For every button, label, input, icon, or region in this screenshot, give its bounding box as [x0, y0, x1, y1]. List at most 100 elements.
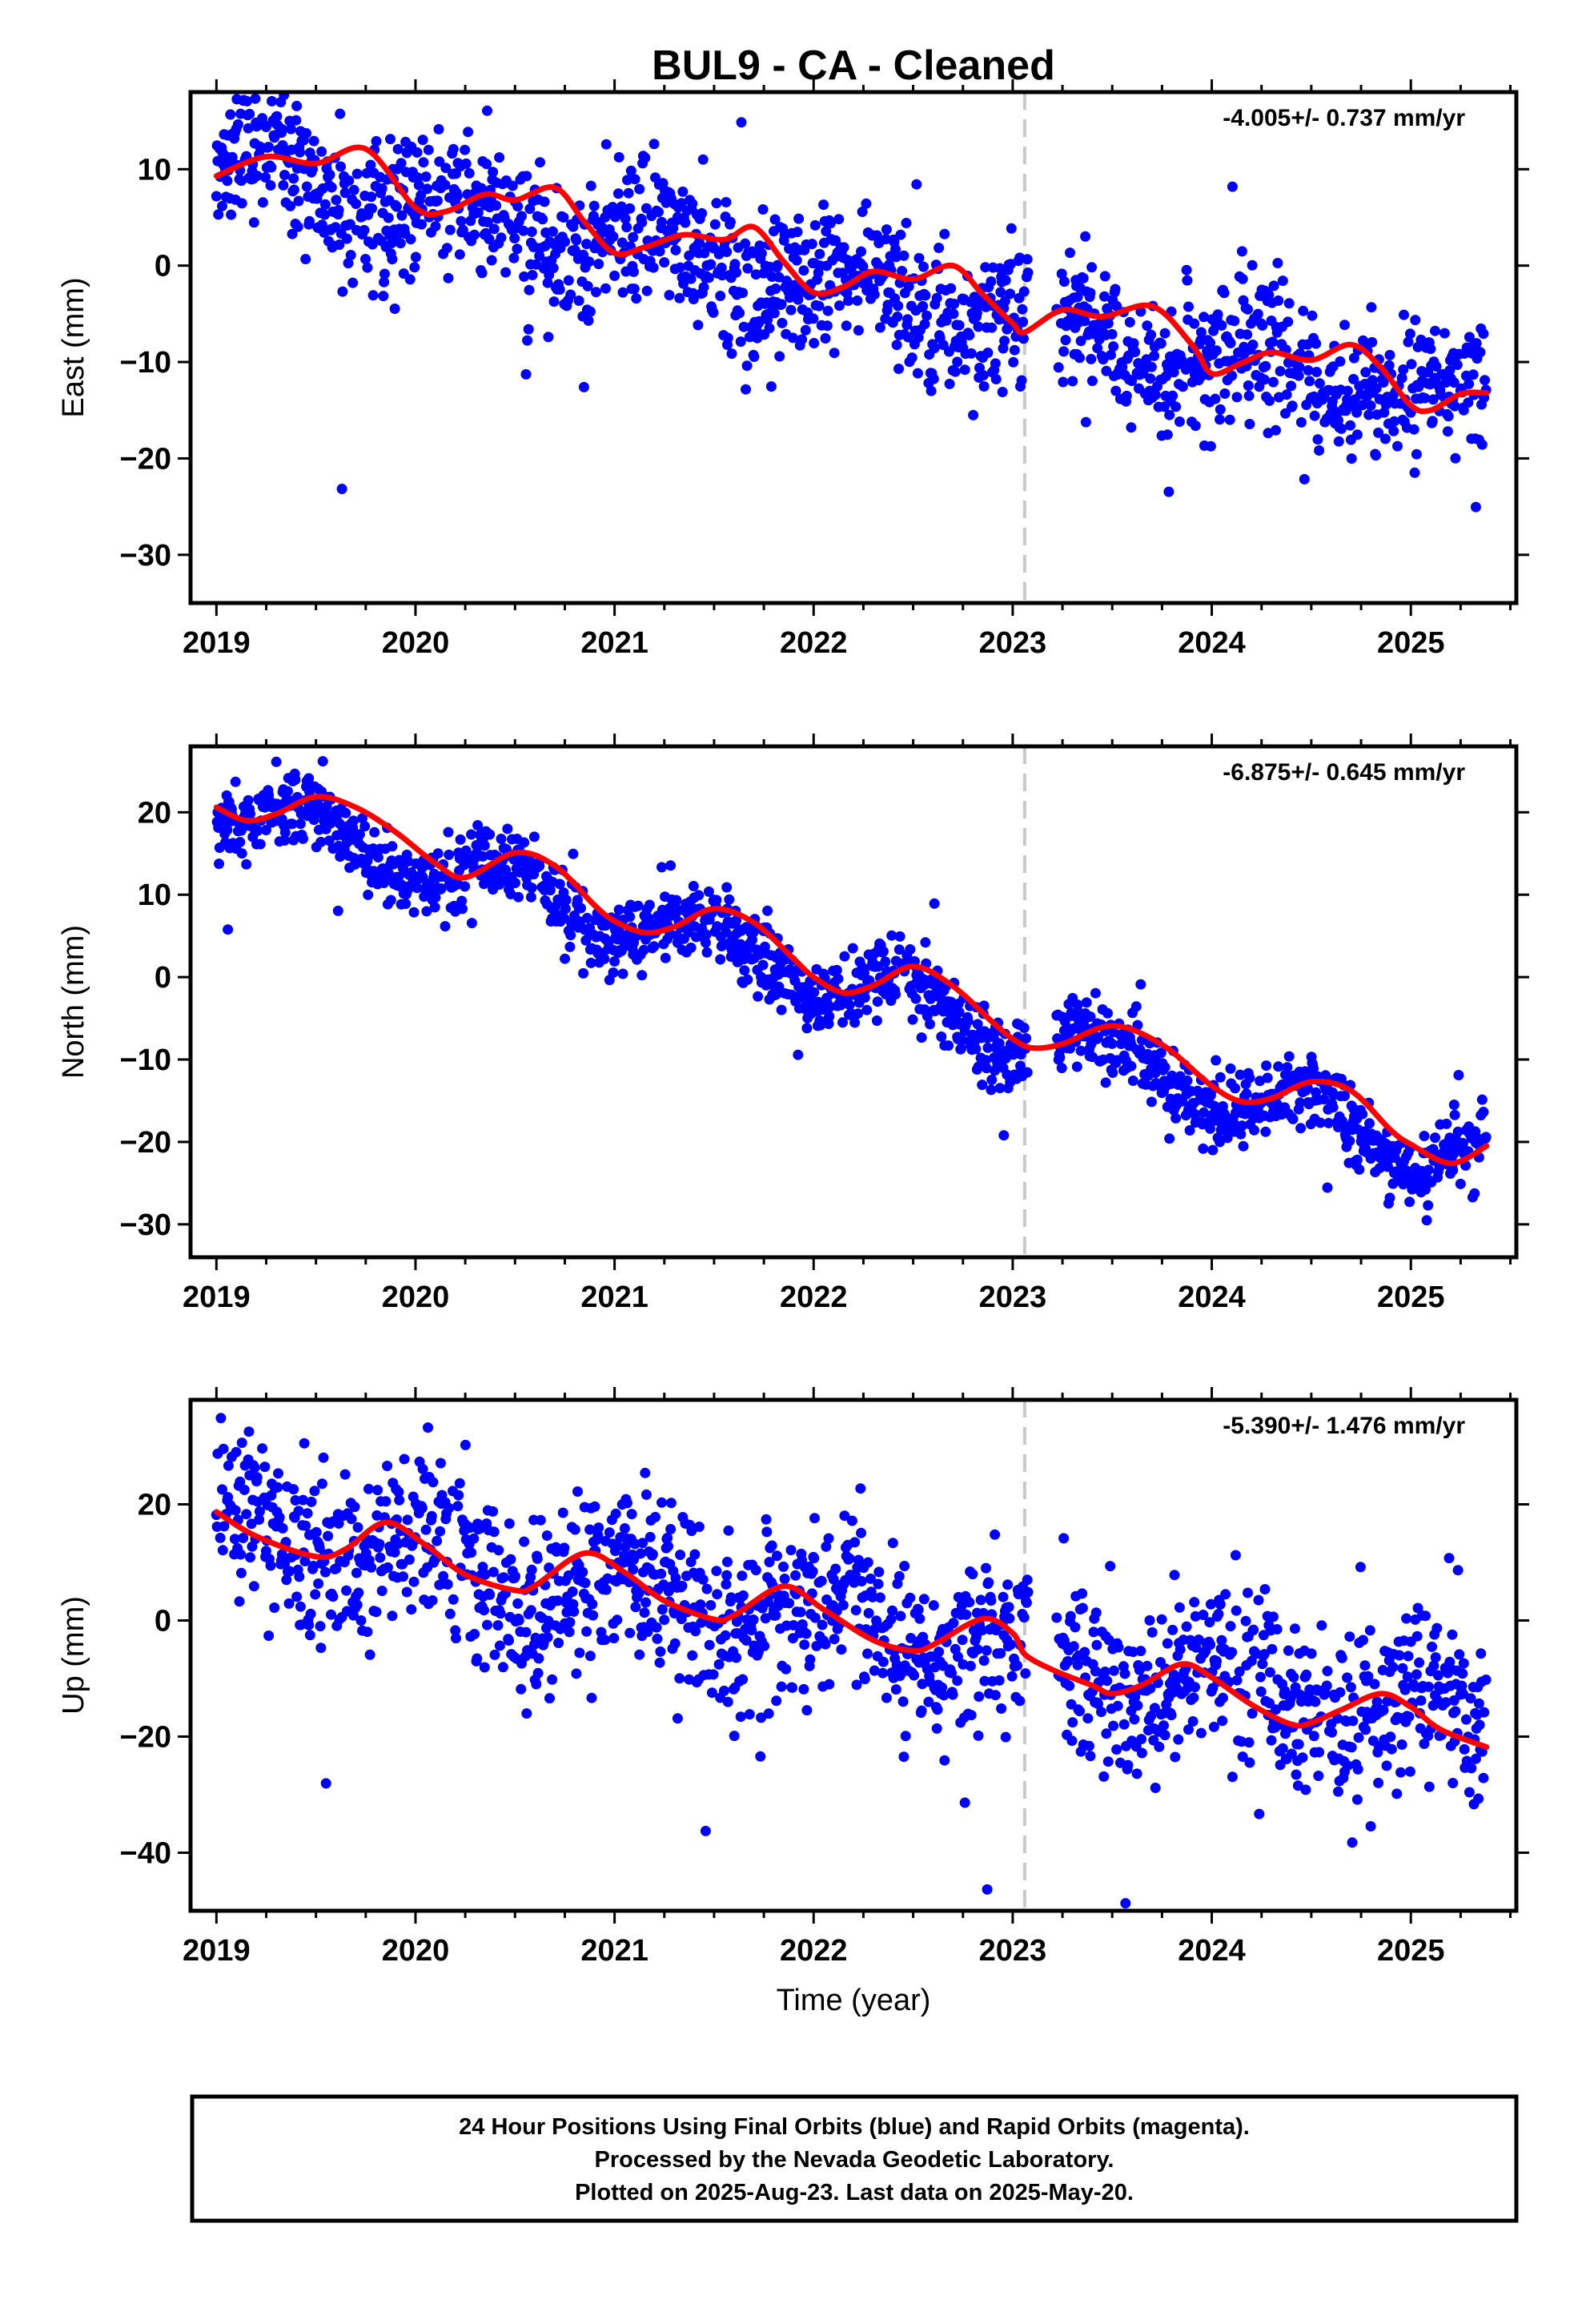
- x-tick-label: 2025: [1377, 1934, 1445, 1968]
- data-point: [255, 838, 266, 850]
- data-point: [665, 860, 677, 871]
- data-point: [1241, 1088, 1252, 1100]
- data-point: [586, 1692, 597, 1703]
- data-point: [430, 892, 441, 903]
- data-point: [1345, 420, 1356, 431]
- data-point: [757, 959, 769, 971]
- data-point: [793, 1049, 804, 1060]
- data-point: [659, 257, 670, 268]
- data-point: [1060, 335, 1071, 346]
- data-point: [560, 895, 572, 906]
- data-point: [684, 250, 695, 261]
- data-point: [343, 258, 354, 269]
- data-point: [1385, 1731, 1396, 1743]
- data-point: [1127, 1076, 1138, 1086]
- data-point: [484, 1589, 496, 1600]
- data-point: [1459, 1743, 1470, 1755]
- data-point: [1120, 1898, 1131, 1909]
- data-point: [563, 275, 574, 286]
- data-point: [975, 1594, 986, 1606]
- data-point: [1453, 1070, 1464, 1080]
- data-point: [764, 323, 775, 334]
- data-point: [644, 899, 655, 911]
- data-point: [265, 180, 276, 191]
- data-point: [294, 1571, 305, 1582]
- data-point: [1409, 467, 1420, 478]
- data-point: [1079, 1647, 1090, 1658]
- data-point: [1205, 337, 1216, 348]
- data-point: [482, 216, 493, 227]
- data-point: [617, 287, 628, 298]
- data-point: [291, 1591, 303, 1602]
- data-point: [1468, 369, 1479, 380]
- data-point: [956, 1035, 967, 1046]
- data-point: [647, 1549, 658, 1560]
- data-point: [936, 1031, 947, 1042]
- data-point: [531, 1679, 542, 1690]
- data-point: [317, 756, 328, 767]
- y-axis-label: Up (mm): [57, 1596, 90, 1715]
- data-point: [260, 825, 271, 835]
- data-point: [900, 1731, 911, 1742]
- data-point: [453, 1490, 464, 1501]
- data-point: [396, 158, 407, 169]
- data-point: [382, 1461, 393, 1471]
- data-point: [241, 1509, 252, 1520]
- data-point: [872, 996, 883, 1007]
- data-point: [260, 1546, 271, 1557]
- data-point: [822, 305, 833, 316]
- data-point: [293, 1506, 304, 1517]
- data-point: [913, 1604, 924, 1615]
- data-point: [701, 947, 713, 958]
- data-point: [1295, 1123, 1307, 1134]
- data-point: [1190, 420, 1201, 432]
- rate-label: -6.875+/- 0.645 mm/yr: [1223, 759, 1465, 786]
- data-point: [890, 251, 901, 263]
- data-point: [735, 336, 746, 348]
- data-point: [1308, 1063, 1319, 1074]
- data-point: [916, 1032, 927, 1043]
- data-point: [896, 1668, 907, 1679]
- data-point: [1452, 1126, 1464, 1137]
- data-point: [285, 123, 296, 135]
- data-point: [1309, 410, 1320, 421]
- data-point: [959, 1797, 970, 1808]
- data-point: [1237, 273, 1248, 284]
- data-point: [279, 835, 290, 846]
- data-point: [1464, 1787, 1475, 1798]
- data-point: [654, 1657, 665, 1668]
- data-point: [913, 252, 925, 263]
- data-point: [249, 1462, 260, 1474]
- data-point: [881, 1692, 892, 1703]
- data-point: [565, 289, 576, 300]
- data-point: [496, 232, 507, 243]
- data-point: [990, 374, 1002, 384]
- data-point: [406, 1604, 417, 1615]
- data-point: [385, 895, 396, 906]
- data-point: [624, 203, 636, 214]
- data-point: [629, 174, 640, 185]
- data-point: [1126, 376, 1138, 387]
- data-point: [292, 221, 303, 232]
- data-point: [853, 1554, 864, 1566]
- data-point: [548, 296, 560, 308]
- data-point: [1301, 1669, 1312, 1680]
- data-point: [620, 1542, 631, 1553]
- data-point: [1080, 231, 1091, 242]
- data-point: [1240, 1615, 1251, 1626]
- data-point: [230, 776, 241, 787]
- data-point: [279, 1558, 290, 1570]
- data-point: [257, 197, 268, 208]
- data-point: [1463, 397, 1474, 408]
- data-point: [420, 1524, 432, 1535]
- data-point: [715, 291, 726, 301]
- data-point: [1314, 378, 1325, 389]
- data-point: [765, 381, 777, 392]
- data-point: [460, 144, 471, 155]
- data-point: [742, 974, 753, 985]
- data-point: [524, 203, 536, 215]
- data-point: [1410, 315, 1421, 326]
- data-point: [391, 201, 402, 212]
- data-point: [272, 1482, 283, 1493]
- data-point: [660, 952, 671, 963]
